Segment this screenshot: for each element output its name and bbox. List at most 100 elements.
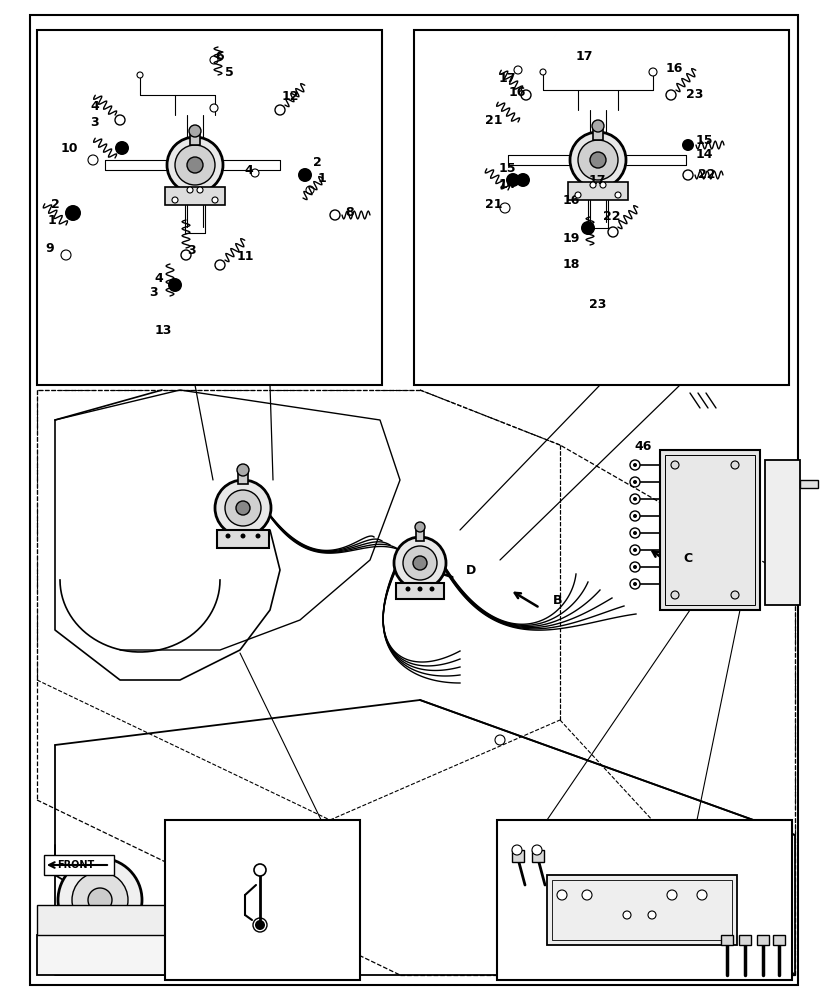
Text: D-: D- bbox=[173, 962, 189, 974]
Text: 9: 9 bbox=[45, 241, 54, 254]
Circle shape bbox=[175, 145, 215, 185]
Bar bbox=[773, 935, 785, 945]
Bar bbox=[660, 450, 760, 610]
Circle shape bbox=[172, 197, 178, 203]
Text: 18: 18 bbox=[563, 258, 580, 271]
Circle shape bbox=[275, 105, 285, 115]
Text: 13: 13 bbox=[499, 858, 517, 871]
Bar bbox=[497, 820, 792, 980]
Circle shape bbox=[648, 911, 656, 919]
Circle shape bbox=[615, 192, 621, 198]
Circle shape bbox=[630, 528, 640, 538]
Circle shape bbox=[600, 182, 606, 188]
Circle shape bbox=[731, 591, 739, 599]
Bar bbox=[547, 875, 737, 945]
Bar bbox=[37, 30, 382, 385]
Text: B: B bbox=[553, 593, 563, 606]
Circle shape bbox=[418, 586, 423, 591]
Circle shape bbox=[540, 69, 546, 75]
Bar bbox=[552, 880, 732, 940]
Text: 17: 17 bbox=[575, 50, 593, 64]
Bar bbox=[37, 935, 182, 975]
Circle shape bbox=[532, 845, 542, 855]
Text: 2: 2 bbox=[313, 156, 321, 169]
Circle shape bbox=[197, 187, 203, 193]
Text: 15: 15 bbox=[499, 161, 516, 174]
Text: 22: 22 bbox=[603, 211, 620, 224]
Circle shape bbox=[630, 511, 640, 521]
Bar bbox=[414, 30, 789, 385]
Text: 11: 11 bbox=[237, 250, 255, 263]
Circle shape bbox=[394, 537, 446, 589]
Text: 21: 21 bbox=[485, 198, 503, 212]
Circle shape bbox=[237, 464, 249, 476]
Text: 21: 21 bbox=[485, 113, 503, 126]
Circle shape bbox=[58, 858, 142, 942]
Circle shape bbox=[575, 192, 581, 198]
Circle shape bbox=[241, 534, 246, 538]
Circle shape bbox=[578, 140, 618, 180]
Bar bbox=[396, 583, 444, 599]
Bar bbox=[757, 935, 769, 945]
Circle shape bbox=[187, 157, 203, 173]
Text: 12: 12 bbox=[282, 91, 299, 104]
Circle shape bbox=[506, 173, 520, 187]
Circle shape bbox=[254, 864, 266, 876]
Circle shape bbox=[682, 139, 694, 151]
Circle shape bbox=[137, 72, 143, 78]
Circle shape bbox=[495, 735, 505, 745]
Circle shape bbox=[667, 890, 677, 900]
Circle shape bbox=[590, 152, 606, 168]
Circle shape bbox=[306, 186, 314, 194]
Text: 8: 8 bbox=[345, 207, 353, 220]
Text: 46: 46 bbox=[213, 908, 230, 922]
Circle shape bbox=[330, 210, 340, 220]
Circle shape bbox=[500, 203, 510, 213]
Circle shape bbox=[514, 66, 522, 74]
Circle shape bbox=[633, 582, 637, 586]
Circle shape bbox=[215, 260, 225, 270]
Circle shape bbox=[236, 501, 250, 515]
Circle shape bbox=[187, 187, 193, 193]
Bar bbox=[532, 850, 544, 862]
Bar bbox=[165, 187, 225, 205]
Circle shape bbox=[581, 221, 595, 235]
Text: 4: 4 bbox=[154, 271, 163, 284]
Circle shape bbox=[516, 173, 530, 187]
Text: 15: 15 bbox=[696, 133, 714, 146]
Bar bbox=[665, 455, 755, 605]
Circle shape bbox=[521, 90, 531, 100]
Bar bbox=[416, 529, 424, 541]
Text: 1: 1 bbox=[318, 172, 327, 184]
Bar bbox=[238, 472, 248, 484]
Circle shape bbox=[630, 494, 640, 504]
Circle shape bbox=[405, 586, 410, 591]
Circle shape bbox=[630, 579, 640, 589]
Circle shape bbox=[168, 278, 182, 292]
Circle shape bbox=[649, 68, 657, 76]
Circle shape bbox=[225, 490, 261, 526]
Text: 3: 3 bbox=[149, 286, 158, 300]
Circle shape bbox=[671, 461, 679, 469]
Circle shape bbox=[633, 548, 637, 552]
Circle shape bbox=[683, 170, 693, 180]
Circle shape bbox=[72, 872, 128, 928]
Text: 3: 3 bbox=[91, 115, 99, 128]
Text: 23: 23 bbox=[726, 962, 744, 974]
Circle shape bbox=[590, 182, 596, 188]
Bar bbox=[800, 480, 818, 488]
Text: 5: 5 bbox=[225, 66, 234, 79]
Circle shape bbox=[630, 477, 640, 487]
Circle shape bbox=[210, 56, 218, 64]
Text: 2: 2 bbox=[51, 198, 60, 212]
Circle shape bbox=[630, 562, 640, 572]
Circle shape bbox=[623, 911, 631, 919]
Text: D: D bbox=[466, 564, 476, 576]
Circle shape bbox=[212, 197, 218, 203]
Circle shape bbox=[633, 480, 637, 484]
Circle shape bbox=[210, 104, 218, 112]
Circle shape bbox=[582, 890, 592, 900]
Text: 46: 46 bbox=[634, 440, 652, 454]
Circle shape bbox=[255, 534, 260, 538]
Circle shape bbox=[512, 845, 522, 855]
